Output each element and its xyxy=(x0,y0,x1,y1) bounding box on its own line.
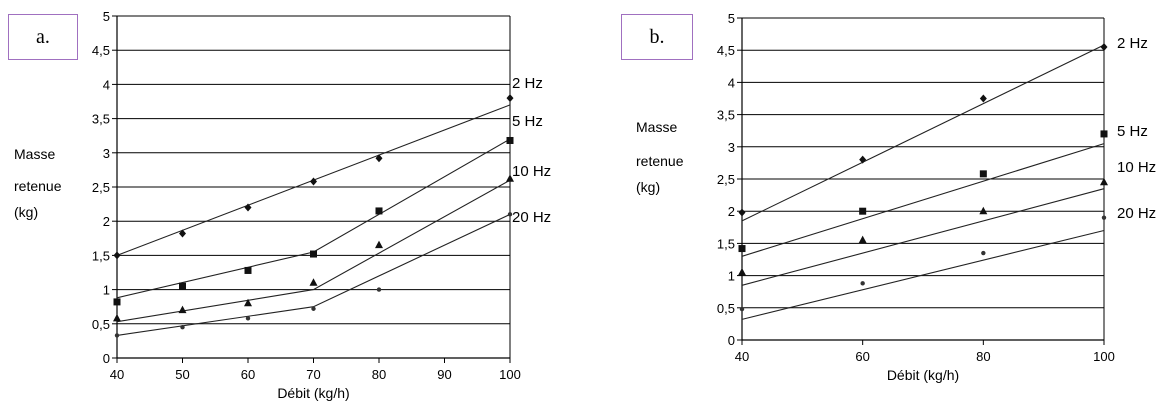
data-point-triangle xyxy=(113,313,121,322)
y-tick-label: 3,5 xyxy=(92,112,110,127)
x-tick-label: 40 xyxy=(735,349,749,364)
data-point-dot xyxy=(1101,215,1107,220)
data-point-diamond xyxy=(179,229,186,238)
series-label: 10 Hz xyxy=(1117,159,1156,176)
panel-label-b: b. xyxy=(621,14,693,60)
x-tick-label: 60 xyxy=(855,349,869,364)
series-label: 5 Hz xyxy=(1117,123,1148,140)
chart-a-plot xyxy=(112,15,514,363)
y-axis-label-line: (kg) xyxy=(14,204,38,220)
data-point-diamond xyxy=(1100,42,1108,51)
x-tick-label: 90 xyxy=(437,367,451,382)
x-tick-label: 40 xyxy=(110,367,124,382)
data-point-dot xyxy=(180,325,185,330)
data-point-triangle xyxy=(506,174,514,182)
x-tick-label: 70 xyxy=(306,367,320,382)
data-point-square xyxy=(179,282,186,290)
data-point-square xyxy=(506,136,514,144)
data-point-triangle xyxy=(375,240,383,249)
data-point-triangle xyxy=(309,278,318,286)
y-tick-label: 4,5 xyxy=(717,43,735,58)
data-point-diamond xyxy=(738,208,746,217)
y-tick-label: 5 xyxy=(728,11,735,26)
data-point-diamond xyxy=(375,154,383,163)
data-point-square xyxy=(244,266,252,274)
data-point-triangle xyxy=(1100,177,1108,186)
series-line-2hz xyxy=(741,44,1105,222)
data-point-dot xyxy=(114,333,120,338)
data-point-dot xyxy=(376,287,382,292)
y-tick-label: 0 xyxy=(103,351,110,366)
x-axis-label: Débit (kg/h) xyxy=(887,367,959,383)
data-point-diamond xyxy=(859,155,867,164)
x-tick-label: 100 xyxy=(1093,349,1115,364)
data-point-diamond xyxy=(244,203,252,212)
data-point-dot xyxy=(739,306,745,312)
series-line-20hz xyxy=(741,229,1105,320)
data-point-square xyxy=(310,250,317,258)
y-tick-label: 3 xyxy=(728,140,735,155)
data-point-diamond xyxy=(113,251,121,260)
panel-label-a: a. xyxy=(8,14,78,60)
y-tick-label: 5 xyxy=(103,9,110,24)
series-label: 20 Hz xyxy=(512,209,551,226)
y-tick-label: 4 xyxy=(728,75,735,90)
series-line-5hz xyxy=(741,143,1105,257)
data-point-square xyxy=(375,207,383,215)
y-axis-label-line: Masse xyxy=(14,146,55,162)
y-tick-label: 1 xyxy=(103,283,110,298)
y-tick-label: 2 xyxy=(103,214,110,229)
data-point-diamond xyxy=(506,94,514,103)
y-tick-label: 0,5 xyxy=(717,301,735,316)
y-tick-label: 3,5 xyxy=(717,108,735,123)
series-label: 2 Hz xyxy=(1117,35,1148,52)
x-tick-label: 80 xyxy=(372,367,386,382)
y-axis-label-line: (kg) xyxy=(636,179,660,195)
series-line-5hz xyxy=(116,138,511,299)
x-tick-label: 50 xyxy=(175,367,189,382)
data-point-square xyxy=(738,245,746,253)
series-label: 5 Hz xyxy=(512,113,543,130)
series-label: 10 Hz xyxy=(512,163,551,180)
data-point-square xyxy=(1100,130,1108,138)
data-point-square xyxy=(859,207,867,215)
y-tick-label: 1,5 xyxy=(92,248,110,263)
y-axis-label-line: retenue xyxy=(14,178,62,194)
x-tick-label: 60 xyxy=(241,367,255,382)
y-tick-label: 1 xyxy=(728,269,735,284)
y-axis-label-line: Masse xyxy=(636,119,677,135)
data-point-diamond xyxy=(310,177,317,186)
data-point-dot xyxy=(507,212,513,217)
data-point-triangle xyxy=(178,305,187,314)
chart-b-plot xyxy=(737,17,1108,345)
data-point-diamond xyxy=(979,94,987,103)
data-point-triangle xyxy=(858,235,867,244)
data-point-dot xyxy=(860,281,865,286)
y-tick-label: 2 xyxy=(728,204,735,219)
data-point-triangle xyxy=(244,298,252,307)
series-label: 20 Hz xyxy=(1117,205,1156,222)
data-point-dot xyxy=(981,250,986,256)
data-point-triangle xyxy=(738,267,746,276)
data-point-square xyxy=(113,298,121,306)
y-tick-label: 2,5 xyxy=(717,172,735,187)
y-tick-label: 3 xyxy=(103,146,110,161)
y-tick-label: 1,5 xyxy=(717,236,735,251)
x-tick-label: 80 xyxy=(976,349,990,364)
y-tick-label: 0 xyxy=(728,333,735,348)
y-tick-label: 4 xyxy=(103,77,110,92)
y-tick-label: 4,5 xyxy=(92,43,110,58)
x-tick-label: 100 xyxy=(499,367,521,382)
data-point-square xyxy=(979,170,987,178)
y-tick-label: 2,5 xyxy=(92,180,110,195)
y-axis-label-line: retenue xyxy=(636,153,684,169)
x-axis-label: Débit (kg/h) xyxy=(277,385,349,401)
data-point-dot xyxy=(245,316,251,321)
data-point-dot xyxy=(311,306,316,311)
y-tick-label: 0,5 xyxy=(92,317,110,332)
series-label: 2 Hz xyxy=(512,75,543,92)
series-line-10hz xyxy=(741,188,1105,286)
data-point-triangle xyxy=(979,206,988,215)
